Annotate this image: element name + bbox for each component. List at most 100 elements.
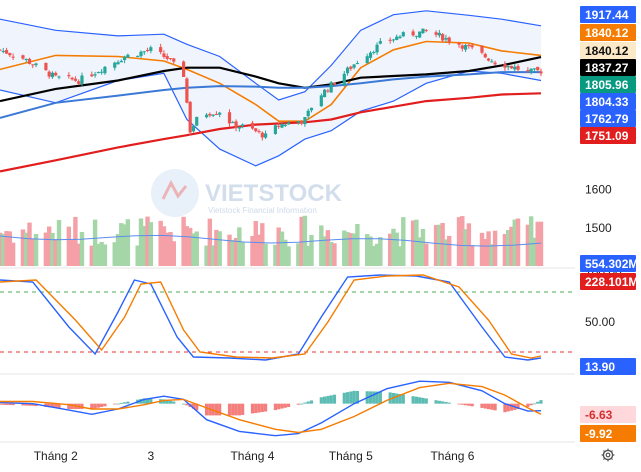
volume-bar [181,216,186,266]
gear-icon [601,448,615,462]
macd-histogram-bar [283,403,287,408]
price-series-ma200 [0,92,542,173]
price-tag-label: 1762.79 [585,112,629,126]
macd-histogram-bar [204,403,209,416]
macd-histogram-bar [70,403,74,409]
volume-bar [410,220,416,266]
candle-body [421,28,425,34]
macd-histogram-bar [490,403,494,410]
candle-body [447,37,451,43]
macd-histogram-bar [434,400,438,404]
volume-bar [256,234,262,266]
candle-body [509,65,514,69]
macd-histogram-bar [172,401,176,404]
macd-histogram-bar [372,391,376,404]
macd-histogram-bar [122,402,127,404]
macd-histogram-bar [103,403,107,407]
macd-histogram-bar [526,403,530,407]
volume-bar [20,229,26,266]
volume-bar [89,245,95,266]
macd-histogram-bar [460,403,464,405]
price-tag-label: 1804.33 [585,95,629,109]
candle-body [444,38,448,40]
candle-body [306,110,310,117]
volume-bar [27,222,32,266]
candle-body [257,131,261,133]
volume-bar [227,234,232,266]
candle-body [513,66,517,70]
macd-histogram-bar [149,398,153,404]
price-tag-label: 1751.09 [585,129,629,143]
volume-bar [371,245,376,266]
candle-body [332,82,337,85]
macd-histogram-bar [254,403,258,413]
volume-bar [525,224,531,266]
candle-body [441,34,445,41]
macd-histogram-bar [303,402,307,404]
candle-body [368,52,373,58]
candle-body [395,36,399,40]
candle-body [323,89,327,98]
volume-bar [171,241,176,266]
volume-bar [437,224,442,266]
price-series-bollinger-upper [0,10,542,101]
candle-body [536,66,540,71]
candle-body [309,107,314,111]
volume-bar [351,233,357,266]
candle-body [503,64,507,68]
candle-body [424,29,428,31]
settings-button[interactable] [599,446,617,464]
volume-bar [483,238,488,266]
candle-body [411,31,415,36]
macd-histogram-bar [8,403,12,406]
macd-histogram-bar [306,401,310,404]
macd-histogram-bar [11,403,15,406]
bollinger-band-fill [0,10,541,166]
macd-histogram-bar [126,401,130,404]
macd-histogram-bar [47,403,51,408]
candle-body [250,122,255,129]
volume-bar [76,243,81,266]
candle-body [100,71,104,73]
macd-histogram-bar [470,403,474,407]
volume-bar [306,245,311,266]
price-tag-bg [580,76,636,93]
price-tag-label: 1840.12 [585,44,629,58]
price-tag-bg [580,6,636,23]
macd-histogram-bar [27,403,32,406]
volume-bar [446,235,452,266]
candle-body [296,121,300,123]
candle-body [185,78,189,103]
price-series-ma20 [0,40,542,122]
volume-bar [309,234,314,266]
watermark-tagline: Vietstock Financial Information [208,206,317,215]
macd-histogram-bar [57,403,61,409]
macd-histogram-bar [277,403,281,410]
macd-histogram-bar [345,392,350,404]
macd-histogram-bar [480,403,484,408]
candle-body [352,64,356,68]
candle-body [165,56,169,59]
volume-bar [506,230,511,266]
macd-histogram-bar [214,403,218,416]
macd-panel [0,380,543,437]
candle-body [54,72,58,76]
candle-body [113,62,117,68]
macd-histogram-bar [516,403,520,410]
candle-body [303,117,307,125]
macd-line-signal [0,382,542,434]
volume-bar [102,244,108,266]
volume-bar [302,215,308,266]
volume-bar [492,230,498,266]
volume-bar [322,236,327,266]
volume-bar [148,222,154,266]
price-tag-bg [580,110,636,127]
candle-body [280,124,284,128]
volume-bar [165,232,170,266]
candle-body [418,31,422,38]
volume-bar [512,219,517,266]
candle-body [93,74,97,76]
candle-body [483,53,487,58]
